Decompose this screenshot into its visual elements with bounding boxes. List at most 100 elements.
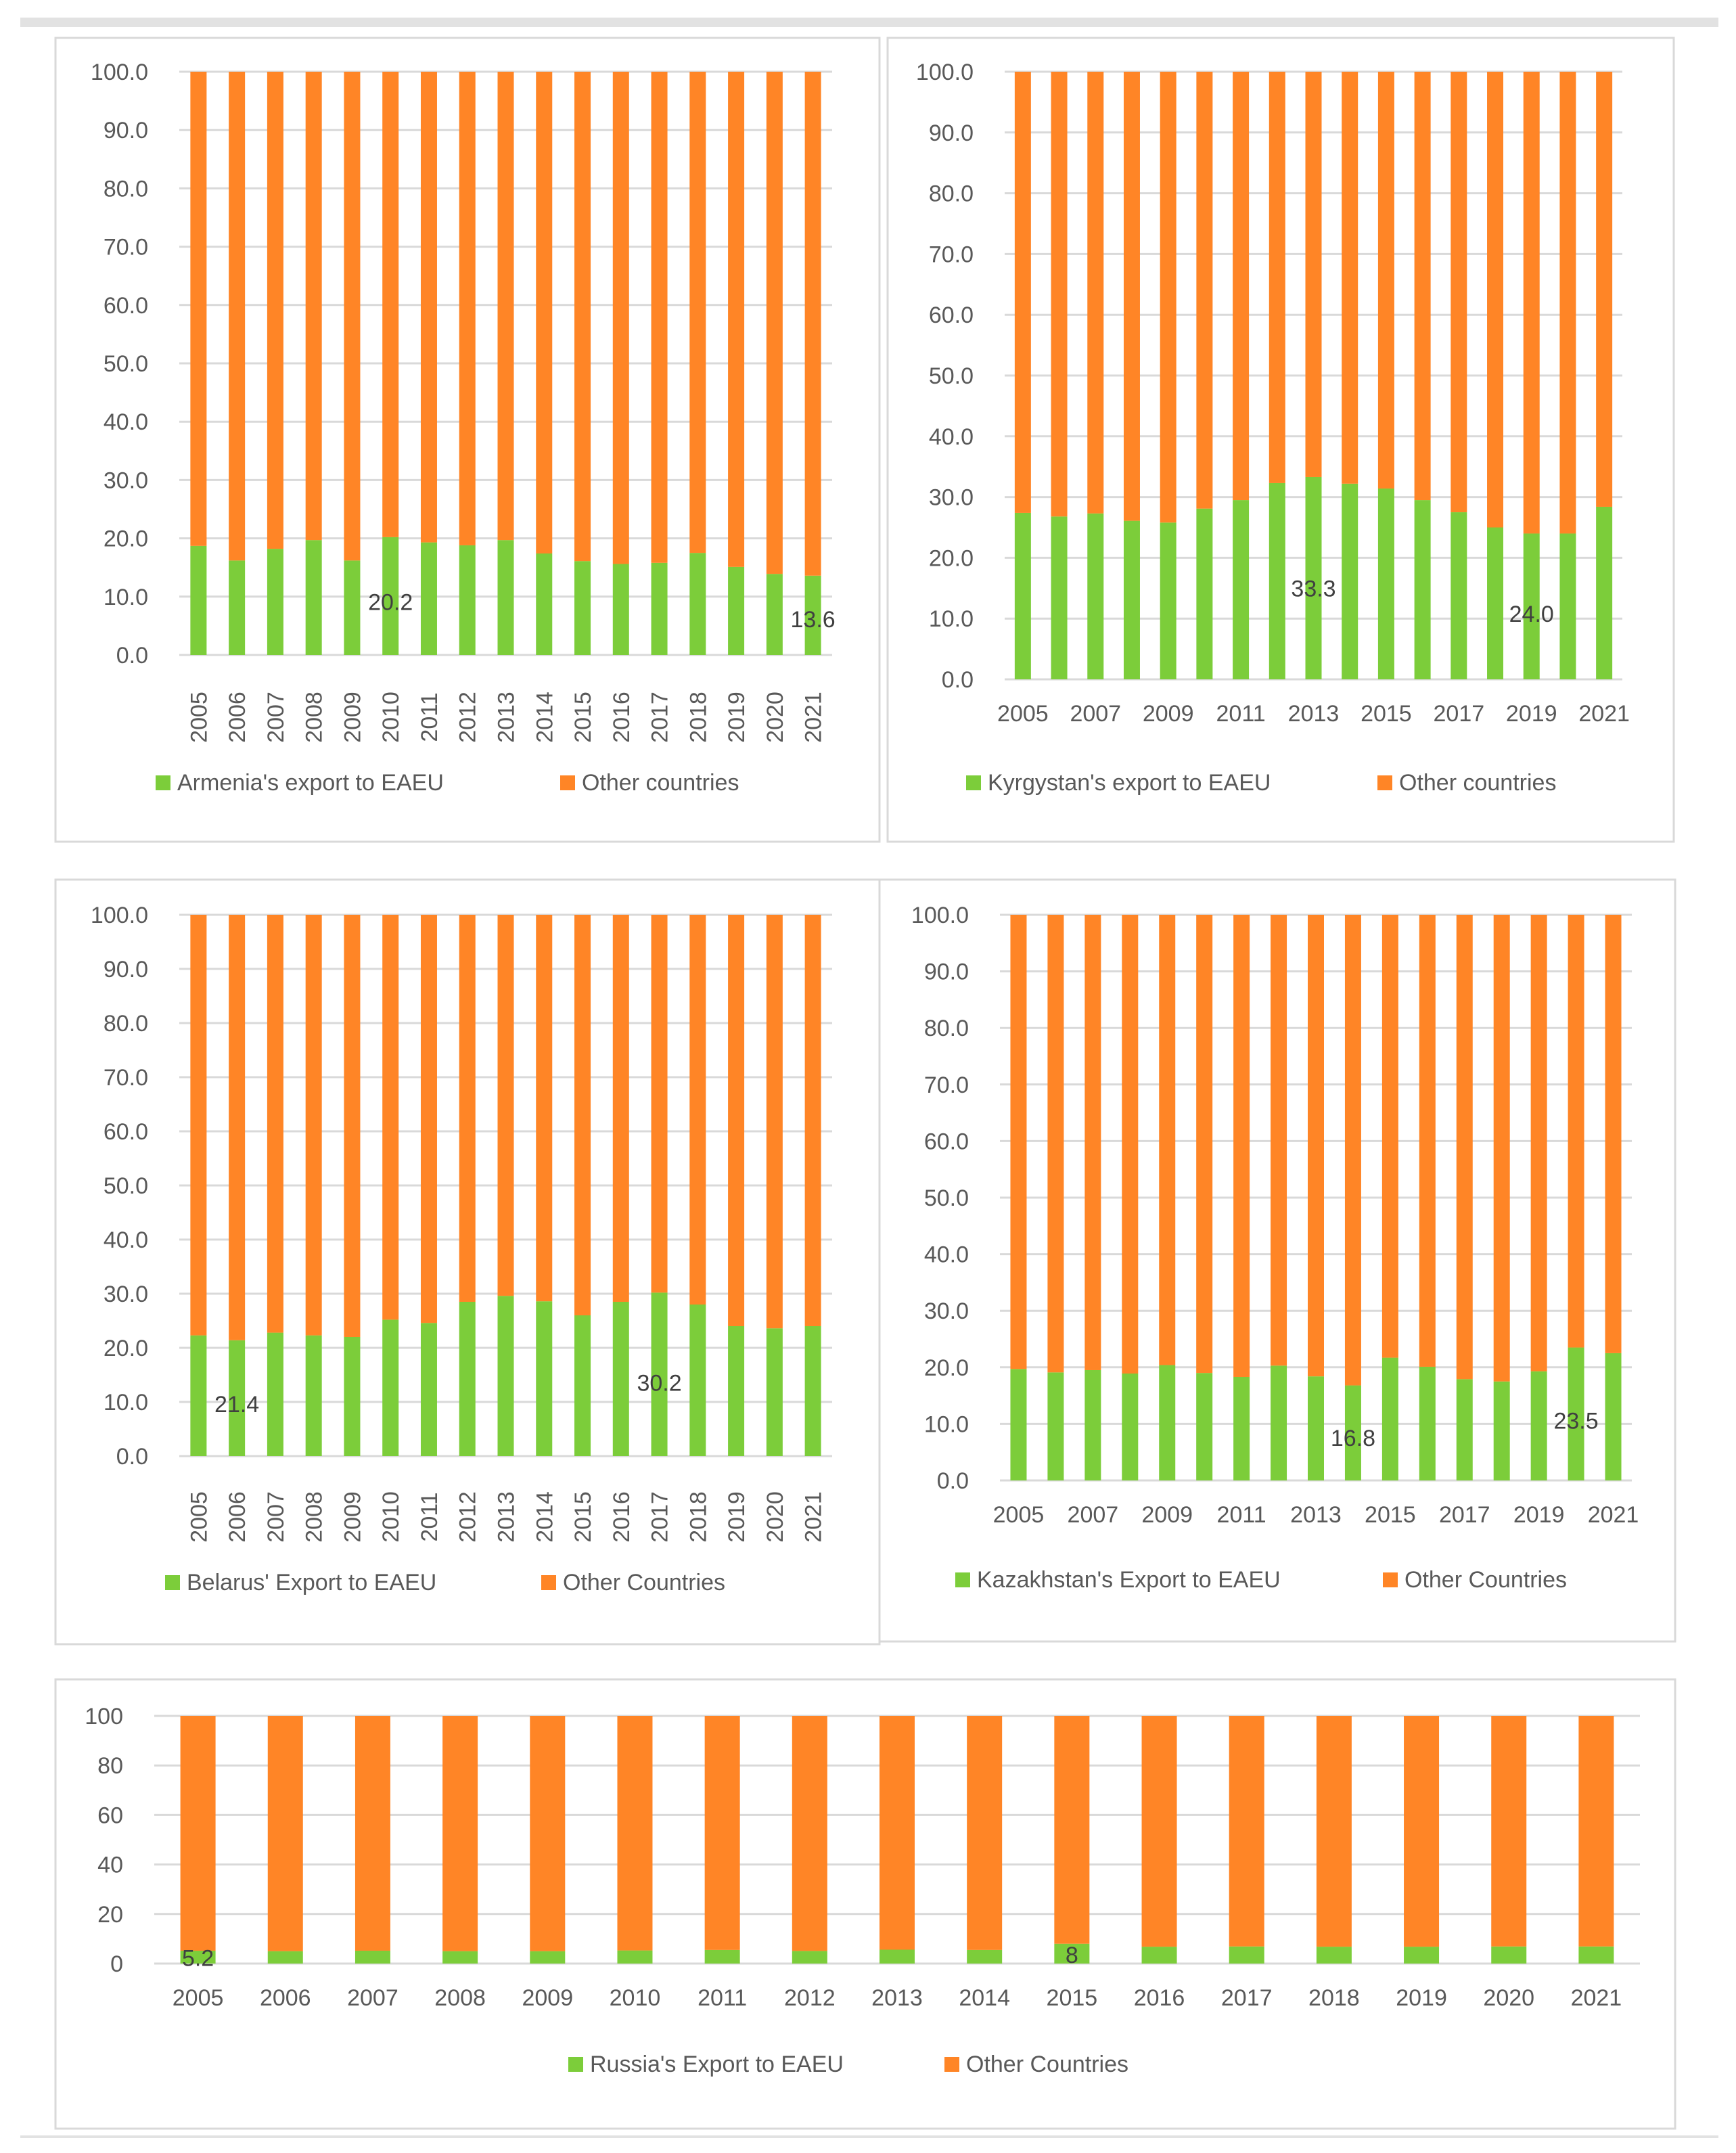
y-tick-label: 30.0 — [104, 1282, 148, 1307]
bar-eaeu-2020 — [766, 574, 783, 655]
legend-label: Kazakhstan's Export to EAEU — [977, 1567, 1281, 1593]
bar-other-2020 — [1491, 1716, 1527, 1947]
legend-label: Kyrgystan's export to EAEU — [988, 770, 1271, 796]
bar-other-2012 — [792, 1716, 827, 1951]
chart-5: 0 20 40 60 80 100 2005 2006 2007 2008 2009 2010 2011… — [54, 1678, 1676, 2130]
y-tick-label: 40.0 — [104, 409, 148, 435]
y-tick-label: 50.0 — [104, 1173, 148, 1199]
x-tick-label: 2015 — [1047, 1985, 1098, 2011]
bar-eaeu-2011 — [704, 1949, 740, 1964]
bar-other-2008 — [442, 1716, 478, 1951]
bar-eaeu-2013 — [497, 1296, 514, 1456]
bar-other-2005 — [1010, 915, 1027, 1369]
x-tick-label: 2021 — [1588, 1502, 1639, 1528]
x-tick-label: 2006 — [225, 692, 250, 743]
bar-eaeu-2005 — [1014, 512, 1031, 679]
bar-other-2018 — [1487, 72, 1504, 528]
x-tick-label: 2009 — [1143, 701, 1194, 727]
bar-other-2011 — [420, 915, 437, 1323]
bar-other-2007 — [1084, 915, 1101, 1370]
y-tick-label: 10.0 — [924, 1411, 969, 1437]
legend-swatch — [156, 775, 170, 790]
y-tick-label: 90.0 — [924, 959, 969, 985]
bar-eaeu-2009 — [344, 1337, 361, 1456]
bottom-separator — [20, 2135, 1718, 2138]
bar-other-2014 — [967, 1716, 1003, 1950]
x-tick-label: 2020 — [762, 1491, 788, 1543]
y-tick-label: 0 — [110, 1951, 123, 1977]
x-tick-label: 2010 — [610, 1985, 661, 2011]
bar-eaeu-2016 — [612, 1302, 629, 1456]
bar-eaeu-2016 — [1419, 1366, 1436, 1480]
bar-other-2020 — [766, 72, 783, 574]
x-tick-label: 2018 — [1308, 1985, 1360, 2011]
bar-eaeu-2015 — [1381, 1357, 1398, 1480]
bar-other-2016 — [612, 72, 629, 564]
bar-other-2009 — [344, 72, 361, 561]
x-tick-label: 2008 — [302, 692, 327, 743]
bar-other-2009 — [1160, 72, 1177, 523]
x-tick-label: 2011 — [1217, 1502, 1266, 1528]
bar-other-2015 — [1381, 915, 1398, 1358]
bar-eaeu-2018 — [689, 553, 706, 655]
bar-eaeu-2010 — [1196, 1373, 1213, 1480]
y-tick-label: 100.0 — [916, 60, 974, 85]
bar-other-2021 — [804, 915, 821, 1326]
y-tick-label: 70.0 — [104, 1065, 148, 1091]
chart-3: 0.0 10.0 20.0 30.0 40.0 50.0 60.0 70.0 80.0 90.0 1… — [54, 878, 881, 1646]
bar-eaeu-2019 — [1523, 533, 1540, 679]
y-tick-label: 100.0 — [91, 903, 148, 928]
x-tick-label: 2017 — [647, 692, 673, 743]
bar-eaeu-2015 — [574, 1315, 591, 1456]
legend-swatch — [560, 775, 575, 790]
x-tick-label: 2018 — [685, 1491, 711, 1543]
x-tick-label: 2009 — [340, 1491, 365, 1543]
data-label: 8 — [1066, 1943, 1078, 1968]
bar-other-2013 — [497, 72, 514, 541]
legend-swatch — [165, 1575, 180, 1590]
bar-other-2012 — [1269, 72, 1285, 483]
x-tick-label: 2019 — [724, 1491, 750, 1543]
bar-eaeu-2018 — [1487, 527, 1504, 679]
y-tick-label: 40 — [97, 1853, 123, 1878]
y-tick-label: 60.0 — [929, 302, 974, 328]
bar-other-2021 — [1578, 1716, 1614, 1947]
bar-eaeu-2021 — [804, 575, 821, 655]
bar-other-2013 — [1305, 72, 1322, 477]
bar-other-2010 — [617, 1716, 653, 1951]
bar-other-2015 — [574, 72, 591, 562]
x-tick-label: 2013 — [1288, 701, 1340, 727]
y-tick-label: 30.0 — [929, 485, 974, 511]
bar-other-2019 — [728, 72, 745, 567]
y-tick-label: 20 — [97, 1902, 123, 1928]
bar-eaeu-2016 — [612, 564, 629, 655]
y-tick-label: 0.0 — [937, 1468, 969, 1494]
bar-other-2017 — [651, 72, 668, 563]
bar-eaeu-2020 — [1559, 533, 1576, 679]
bar-other-2020 — [1568, 915, 1584, 1348]
bar-other-2009 — [344, 915, 361, 1337]
bar-eaeu-2017 — [651, 1292, 668, 1456]
y-tick-label: 60.0 — [104, 293, 148, 319]
legend-label: Belarus' Export to EAEU — [187, 1570, 436, 1595]
bar-eaeu-2017 — [1456, 1379, 1473, 1480]
legend-label: Other Countries — [1404, 1567, 1567, 1593]
bar-eaeu-2013 — [1305, 476, 1322, 679]
x-tick-label: 2021 — [801, 692, 827, 743]
bar-other-2014 — [536, 915, 553, 1302]
legend-swatch — [1383, 1572, 1398, 1587]
bar-other-2010 — [382, 72, 399, 537]
bar-other-2016 — [1141, 1716, 1177, 1947]
x-tick-label: 2005 — [186, 692, 212, 743]
bar-other-2005 — [180, 1716, 216, 1951]
bar-other-2014 — [536, 72, 553, 554]
y-tick-label: 80.0 — [924, 1016, 969, 1041]
top-separator — [20, 18, 1718, 27]
x-tick-label: 2008 — [434, 1985, 486, 2011]
bar-other-2017 — [1451, 72, 1467, 513]
data-label: 33.3 — [1291, 576, 1335, 602]
x-tick-label: 2016 — [609, 1491, 635, 1543]
bar-eaeu-2009 — [344, 560, 361, 655]
x-tick-label: 2013 — [494, 1491, 520, 1543]
y-tick-label: 80.0 — [104, 176, 148, 202]
